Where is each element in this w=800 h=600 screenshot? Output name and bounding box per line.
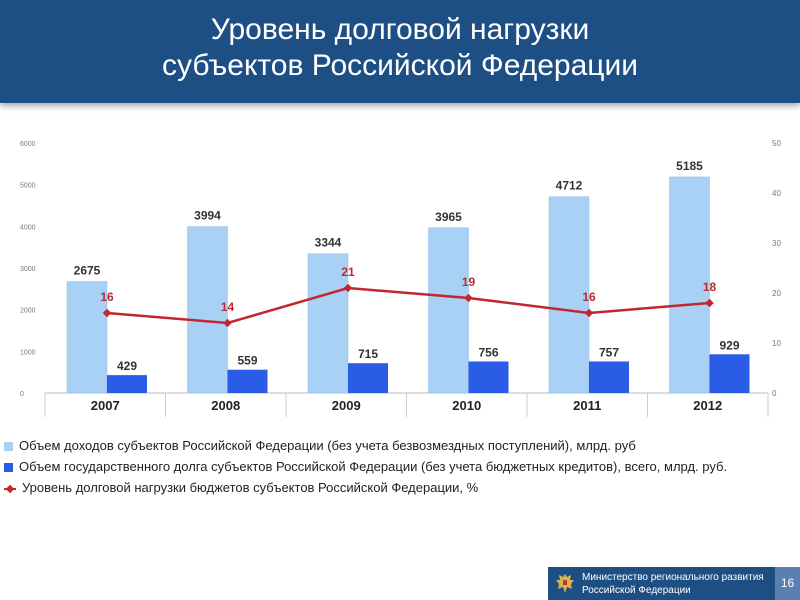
debt-level-label-2011: 16	[582, 290, 596, 304]
debt-level-line	[106, 286, 710, 325]
footer-org-line-2: Российской Федерации	[582, 585, 691, 596]
right-axis-tick-2: 20	[772, 289, 781, 298]
debt-level-point-2008	[223, 318, 232, 328]
chart-legend: Объем доходов субъектов Российской Федер…	[4, 438, 794, 501]
debt-bar-2010	[468, 361, 509, 393]
x-tick-label-2007: 2007	[91, 398, 120, 413]
legend-item-debt-level: Уровень долговой нагрузки бюджетов субъе…	[4, 480, 794, 496]
left-axis-tick-6: 6000	[20, 141, 36, 148]
debt-bar-2011	[589, 361, 629, 393]
debt-level-label-2008: 14	[221, 300, 235, 314]
left-axis-tick-5: 5000	[20, 183, 36, 190]
legend-swatch-debt-level	[4, 484, 16, 493]
debt-level-point-2011	[584, 308, 594, 318]
legend-item-revenue: Объем доходов субъектов Российской Федер…	[4, 438, 794, 454]
debt-bar-label-2008: 559	[237, 354, 257, 368]
right-axis-tick-1: 10	[772, 339, 781, 348]
debt-bar-label-2009: 715	[358, 347, 378, 361]
revenue-bar-2012	[669, 176, 710, 394]
page-number: 16	[775, 567, 800, 600]
x-tick-label-2011: 2011	[573, 398, 601, 413]
revenue-bar-2009	[307, 253, 349, 394]
debt-bar-label-2011: 757	[599, 345, 619, 359]
legend-label-debt-level: Уровень долговой нагрузки бюджетов субъе…	[22, 480, 479, 495]
legend-item-debt: Объем государственного долга субъектов Р…	[4, 459, 794, 475]
debt-level-label-2007: 16	[100, 290, 114, 304]
slide-title-line-2: субъектов Российской Федерации	[161, 49, 638, 82]
x-tick-label-2009: 2009	[332, 398, 361, 413]
revenue-bar-label-2012: 5185	[676, 159, 703, 173]
debt-bar-2009	[348, 363, 388, 393]
double-headed-eagle-icon	[556, 574, 574, 593]
debt-bar-2012	[709, 354, 750, 393]
legend-swatch-debt	[4, 463, 13, 472]
debt-level-label-2009: 21	[341, 265, 355, 279]
debt-bar-label-2010: 756	[478, 346, 498, 360]
debt-level-point-2007	[102, 308, 112, 318]
debt-bar-label-2012: 929	[719, 338, 739, 352]
debt-bar-2007	[107, 375, 147, 393]
revenue-bar-2007	[66, 281, 108, 394]
right-axis-tick-0: 0	[772, 389, 777, 398]
slide-header: Уровень долговой нагрузки субъектов Росс…	[0, 0, 800, 103]
revenue-bar-2011	[548, 196, 590, 394]
debt-level-label-2010: 19	[462, 275, 476, 289]
right-axis-tick-4: 40	[772, 189, 781, 198]
debt-bar-2008	[227, 369, 268, 393]
ministry-footer: Министерство регионального развития Росс…	[548, 567, 775, 600]
left-axis-tick-1: 1000	[20, 349, 36, 356]
revenue-bar-2010	[428, 227, 469, 394]
revenue-bar-label-2008: 3994	[194, 209, 221, 223]
debt-chart: 0 1000 2000 3000 4000 5000 6000 0 10 20 30 40 50 2675…	[20, 139, 781, 417]
slide-title-line-1: Уровень долговой нагрузки	[210, 13, 590, 46]
left-axis-tick-0: 0	[20, 391, 24, 398]
revenue-bar-label-2007: 2675	[74, 264, 101, 278]
footer-org-line-1: Министерство регионального развития	[582, 572, 764, 583]
left-axis-tick-3: 3000	[20, 266, 36, 273]
revenue-bar-label-2011: 4712	[556, 179, 583, 193]
left-axis-tick-4: 4000	[20, 224, 36, 231]
revenue-bar-label-2009: 3344	[315, 236, 342, 250]
x-tick-label-2012: 2012	[693, 398, 722, 413]
debt-level-label-2012: 18	[703, 280, 717, 294]
x-tick-label-2010: 2010	[452, 398, 481, 413]
debt-level-point-2010	[464, 293, 473, 303]
x-tick-label-2008: 2008	[211, 398, 240, 413]
revenue-bar-2008	[187, 226, 228, 394]
revenue-bar-label-2010: 3965	[435, 210, 462, 224]
debt-bar-label-2007: 429	[117, 359, 137, 373]
legend-label-debt: Объем государственного долга субъектов Р…	[19, 459, 728, 474]
left-axis-tick-2: 2000	[20, 308, 36, 315]
debt-level-point-2009	[343, 283, 353, 293]
legend-swatch-revenue	[4, 442, 13, 451]
legend-label-revenue: Объем доходов субъектов Российской Федер…	[19, 438, 636, 453]
right-axis-tick-3: 30	[772, 239, 781, 248]
right-axis-tick-5: 50	[772, 139, 781, 148]
debt-level-point-2012	[705, 298, 714, 308]
